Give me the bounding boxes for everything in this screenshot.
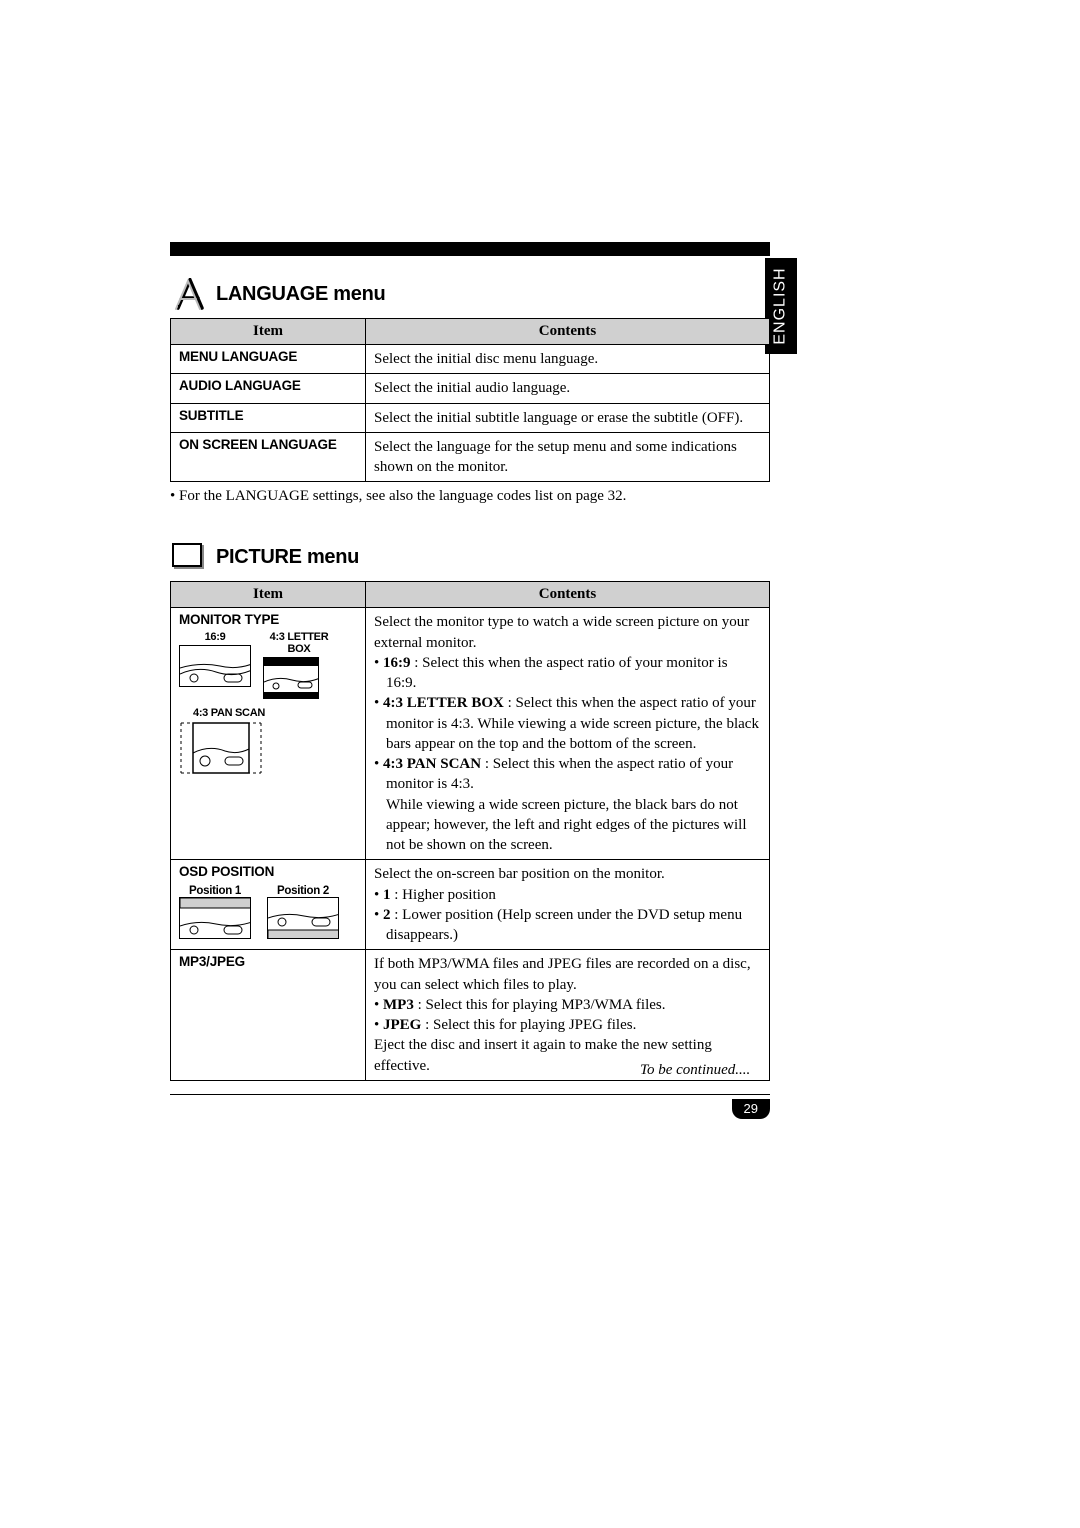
language-table: Item Contents MENU LANGUAGE Select the i…	[170, 318, 770, 482]
bullet-pos2: • 2 : Lower position (Help screen under …	[374, 905, 761, 946]
thumb-pos2-icon	[267, 897, 339, 939]
label-jpeg: JPEG	[383, 1017, 421, 1033]
side-tab-label: ENGLISH	[772, 267, 790, 344]
label-mp3: MP3	[383, 997, 414, 1013]
text-mp3: : Select this for playing MP3/WMA files.	[414, 997, 666, 1013]
bullet-169: • 16:9 : Select this when the aspect rat…	[374, 653, 761, 694]
contents-cell: Select the initial disc menu language.	[366, 345, 770, 374]
label-43ps: 4:3 PAN SCAN	[383, 756, 481, 772]
label-pos2: 2	[383, 907, 391, 923]
contents-cell: If both MP3/WMA files and JPEG files are…	[366, 950, 770, 1081]
table-row: SUBTITLE Select the initial subtitle lan…	[171, 403, 770, 432]
text-pos2: : Lower position (Help screen under the …	[386, 907, 742, 943]
item-cell: AUDIO LANGUAGE	[171, 374, 366, 403]
label-pos1: 1	[383, 887, 391, 903]
text-169: : Select this when the aspect ratio of y…	[386, 655, 728, 691]
ratio-43ps-label: 4:3 PAN SCAN	[179, 707, 357, 719]
ratio-43lb-label: 4:3 LETTER BOX	[263, 631, 335, 655]
position2-label: Position 2	[267, 885, 339, 897]
bullet-pos1: • 1 : Higher position	[374, 885, 761, 905]
contents-cell: Select the monitor type to watch a wide …	[366, 608, 770, 860]
mp3-intro: If both MP3/WMA files and JPEG files are…	[374, 956, 751, 992]
monitor-type-illustration: 16:9 4:3 LETTER BOX	[179, 631, 357, 782]
item-label: MONITOR TYPE	[179, 612, 357, 627]
page-number: 29	[744, 1099, 758, 1119]
contents-cell: Select the initial subtitle language or …	[366, 403, 770, 432]
table-header-row: Item Contents	[171, 319, 770, 345]
label-169: 16:9	[383, 655, 411, 671]
item-cell: MENU LANGUAGE	[171, 345, 366, 374]
item-cell: ON SCREEN LANGUAGE	[171, 432, 366, 482]
item-label: OSD POSITION	[179, 864, 357, 879]
table-row: MP3/JPEG If both MP3/WMA files and JPEG …	[171, 950, 770, 1081]
thumb-43ps-icon	[179, 721, 263, 777]
text-pos1: : Higher position	[391, 887, 496, 903]
col-item: Item	[171, 319, 366, 345]
language-note: • For the LANGUAGE settings, see also th…	[170, 488, 770, 505]
footer-rule	[170, 1094, 770, 1095]
bullet-jpeg: • JPEG : Select this for playing JPEG fi…	[374, 1015, 761, 1035]
bullet-mp3: • MP3 : Select this for playing MP3/WMA …	[374, 995, 761, 1015]
thumb-169-icon	[179, 645, 251, 687]
page-content: LANGUAGE menu Item Contents MENU LANGUAG…	[170, 242, 770, 1081]
tail-43ps: While viewing a wide screen picture, the…	[386, 797, 747, 854]
picture-section-header: PICTURE menu	[170, 541, 770, 573]
bullet-43ps: • 4:3 PAN SCAN : Select this when the as…	[374, 754, 761, 855]
osd-intro: Select the on-screen bar position on the…	[374, 866, 665, 882]
contents-cell: Select the initial audio language.	[366, 374, 770, 403]
picture-section-title: PICTURE menu	[216, 546, 359, 569]
continued-text: To be continued....	[640, 1062, 750, 1079]
osd-illustration: Position 1 Position 2	[179, 885, 357, 939]
item-cell: MP3/JPEG	[171, 950, 366, 1081]
language-menu-icon	[170, 278, 210, 310]
contents-cell: Select the language for the setup menu a…	[366, 432, 770, 482]
table-row: MENU LANGUAGE Select the initial disc me…	[171, 345, 770, 374]
ratio-169-label: 16:9	[179, 631, 251, 643]
table-header-row: Item Contents	[171, 582, 770, 608]
picture-menu-icon	[170, 541, 210, 573]
text-jpeg: : Select this for playing JPEG files.	[421, 1017, 636, 1033]
picture-table: Item Contents MONITOR TYPE 16:9	[170, 581, 770, 1081]
item-cell: SUBTITLE	[171, 403, 366, 432]
table-row: OSD POSITION Position 1 Position 2	[171, 860, 770, 950]
bullet-43lb: • 4:3 LETTER BOX : Select this when the …	[374, 693, 761, 754]
col-contents: Contents	[366, 319, 770, 345]
language-section-title: LANGUAGE menu	[216, 283, 385, 306]
table-row: MONITOR TYPE 16:9	[171, 608, 770, 860]
page-number-badge: 29	[732, 1099, 770, 1119]
col-contents: Contents	[366, 582, 770, 608]
contents-cell: Select the on-screen bar position on the…	[366, 860, 770, 950]
item-cell: OSD POSITION Position 1 Position 2	[171, 860, 366, 950]
label-43lb: 4:3 LETTER BOX	[383, 695, 504, 711]
thumb-43lb-icon	[263, 657, 319, 699]
table-row: AUDIO LANGUAGE Select the initial audio …	[171, 374, 770, 403]
table-row: ON SCREEN LANGUAGE Select the language f…	[171, 432, 770, 482]
mt-intro: Select the monitor type to watch a wide …	[374, 614, 749, 650]
col-item: Item	[171, 582, 366, 608]
thumb-pos1-icon	[179, 897, 251, 939]
item-cell: MONITOR TYPE 16:9	[171, 608, 366, 860]
top-black-bar	[170, 242, 770, 256]
language-section-header: LANGUAGE menu	[170, 278, 770, 310]
position1-label: Position 1	[179, 885, 251, 897]
